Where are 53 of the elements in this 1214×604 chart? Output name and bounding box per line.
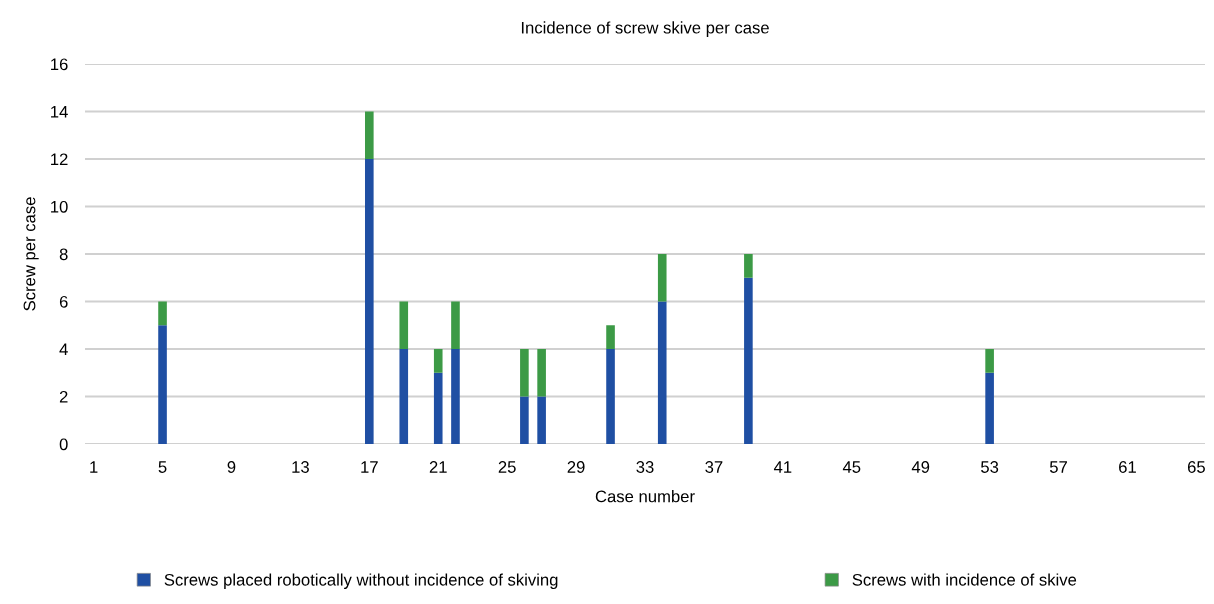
x-tick-label: 57 xyxy=(1049,461,1067,473)
x-tick-label: 61 xyxy=(1119,461,1136,473)
bar xyxy=(365,159,374,444)
y-tick-label: 6 xyxy=(59,295,68,308)
bar xyxy=(520,349,529,397)
y-tick-label: 4 xyxy=(59,343,68,356)
x-tick-label: 13 xyxy=(292,461,309,473)
bar xyxy=(433,349,443,373)
y-axis-title: Screw per case xyxy=(23,197,39,311)
x-tick-label: 45 xyxy=(842,461,861,473)
chart-title: Incidence of screw skive per case xyxy=(521,21,769,37)
bar xyxy=(158,325,167,444)
x-tick-label: 5 xyxy=(158,461,167,473)
bar xyxy=(520,396,529,444)
x-tick-label: 37 xyxy=(705,461,723,473)
x-tick-label: 53 xyxy=(981,461,999,473)
x-tick-label: 41 xyxy=(773,461,792,473)
bar xyxy=(657,254,667,302)
bar xyxy=(451,301,460,349)
y-tick-label: 16 xyxy=(51,58,68,71)
bar xyxy=(399,349,409,444)
bar xyxy=(433,372,443,444)
legend-label: Screws with incidence of skive xyxy=(852,573,1077,586)
bar xyxy=(537,396,546,444)
x-tick-label: 17 xyxy=(361,461,378,473)
bar xyxy=(985,349,994,373)
y-tick-label: 0 xyxy=(59,438,68,451)
x-tick-label: 21 xyxy=(429,461,447,473)
x-axis-title: Case number xyxy=(595,490,695,503)
x-tick-label: 9 xyxy=(227,461,236,473)
bar xyxy=(985,372,994,444)
bar xyxy=(744,254,753,278)
x-tick-label: 29 xyxy=(567,461,585,473)
bar xyxy=(606,349,615,444)
bar xyxy=(158,301,167,326)
x-tick-label: 1 xyxy=(90,461,98,473)
bar xyxy=(537,349,546,397)
bar xyxy=(365,111,374,159)
x-tick-label: 25 xyxy=(498,461,516,473)
bar xyxy=(606,325,615,349)
bar xyxy=(657,301,667,444)
y-tick-label: 8 xyxy=(59,248,68,261)
y-tick-label: 10 xyxy=(51,200,68,213)
y-tick-label: 2 xyxy=(59,390,68,403)
bar xyxy=(451,349,460,444)
y-tick-label: 12 xyxy=(51,153,68,166)
x-tick-label: 49 xyxy=(911,461,930,473)
y-tick-label: 14 xyxy=(51,106,68,118)
x-tick-label: 65 xyxy=(1187,461,1205,473)
x-tick-label: 33 xyxy=(636,461,654,473)
bar xyxy=(399,301,409,349)
bar xyxy=(744,277,753,444)
legend-label: Screws placed robotically without incidence of skiving xyxy=(164,573,558,589)
